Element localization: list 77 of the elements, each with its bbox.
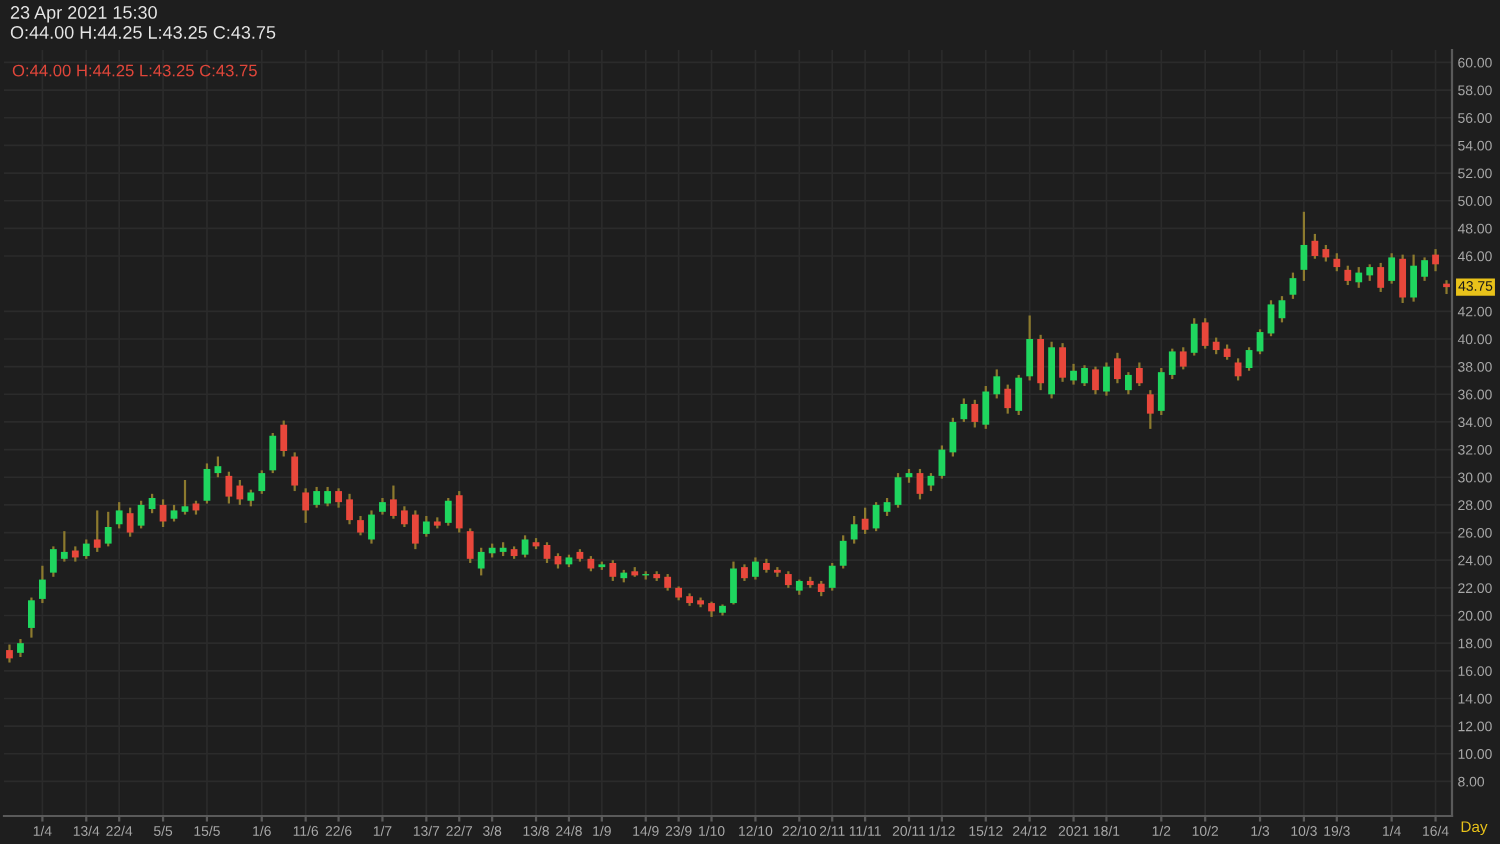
candlestick xyxy=(466,527,474,565)
candlestick xyxy=(1124,371,1132,396)
candlestick xyxy=(1355,265,1363,289)
candlestick xyxy=(104,510,112,548)
candlestick xyxy=(335,487,342,509)
candlestick xyxy=(1168,347,1176,381)
candlestick xyxy=(971,398,979,429)
chart-subtitle: O:44.00 H:44.25 L:43.25 C:43.75 xyxy=(10,26,276,39)
candlestick xyxy=(982,384,990,430)
candlestick xyxy=(1421,256,1428,283)
candlestick xyxy=(400,505,408,529)
candlestick xyxy=(390,484,397,520)
candlestick xyxy=(280,419,288,458)
candlestick xyxy=(839,534,847,570)
candlestick xyxy=(1311,232,1319,260)
candlestick xyxy=(357,514,364,537)
candlestick xyxy=(1114,351,1121,385)
candlestick xyxy=(368,509,375,545)
candlestick xyxy=(1377,261,1385,294)
candlestick xyxy=(1037,333,1045,392)
candlestick xyxy=(269,431,277,475)
candlestick xyxy=(1103,361,1110,397)
candlestick xyxy=(1081,364,1088,388)
candlestick xyxy=(302,487,310,524)
candlestick xyxy=(960,397,968,424)
candlestick xyxy=(1179,346,1187,371)
candlestick xyxy=(455,489,463,534)
candlestick xyxy=(477,546,485,577)
candlestick xyxy=(1157,366,1165,417)
candlestick xyxy=(1388,252,1396,285)
candlestick xyxy=(60,530,68,563)
candlestick xyxy=(1201,317,1209,350)
candlestick xyxy=(1190,317,1198,357)
candlestick xyxy=(38,564,46,605)
candlestick xyxy=(291,451,299,493)
candlestick xyxy=(324,485,332,508)
candlestick xyxy=(850,514,858,545)
candlestick xyxy=(137,499,145,530)
candlestick xyxy=(1135,361,1143,388)
candlestick xyxy=(1059,342,1066,383)
candlestick xyxy=(49,545,57,578)
candlestick xyxy=(225,470,233,505)
candlestick xyxy=(1344,264,1352,287)
candlestick xyxy=(422,514,430,538)
candlestick xyxy=(444,496,452,527)
candlestick xyxy=(313,485,321,509)
candlestick xyxy=(1092,365,1099,396)
candlestick xyxy=(236,478,244,507)
candlestick xyxy=(411,509,419,551)
candlestick xyxy=(828,561,836,592)
candlestick xyxy=(730,560,737,606)
candlestick xyxy=(258,469,266,495)
candlestick xyxy=(126,506,134,538)
candlestick xyxy=(993,368,1001,400)
candlestick xyxy=(1289,271,1297,300)
candlestick xyxy=(521,534,529,559)
candlestick xyxy=(1432,247,1439,273)
candlestick xyxy=(1410,253,1418,303)
candlestick xyxy=(1048,340,1056,400)
chart-title: 23 Apr 2021 15:30 xyxy=(10,6,157,23)
candlestick xyxy=(1004,383,1012,415)
candlestick xyxy=(346,492,353,526)
candlestick xyxy=(752,556,759,581)
candlestick xyxy=(1070,362,1077,386)
candlestick xyxy=(181,478,189,516)
candlestick xyxy=(949,416,957,458)
candlestick xyxy=(1026,314,1034,382)
candlestick xyxy=(1146,389,1154,430)
candlestick xyxy=(609,559,617,583)
candlestick xyxy=(1399,253,1407,305)
candlestick xyxy=(1015,373,1023,417)
candlestick xyxy=(28,596,35,639)
candlestick xyxy=(82,538,90,560)
candlestick xyxy=(115,501,123,530)
candlestick xyxy=(861,506,869,536)
candlestick xyxy=(93,509,101,554)
annotation: O:44.00 H:44.25 L:43.25 C:43.75 xyxy=(12,64,257,77)
